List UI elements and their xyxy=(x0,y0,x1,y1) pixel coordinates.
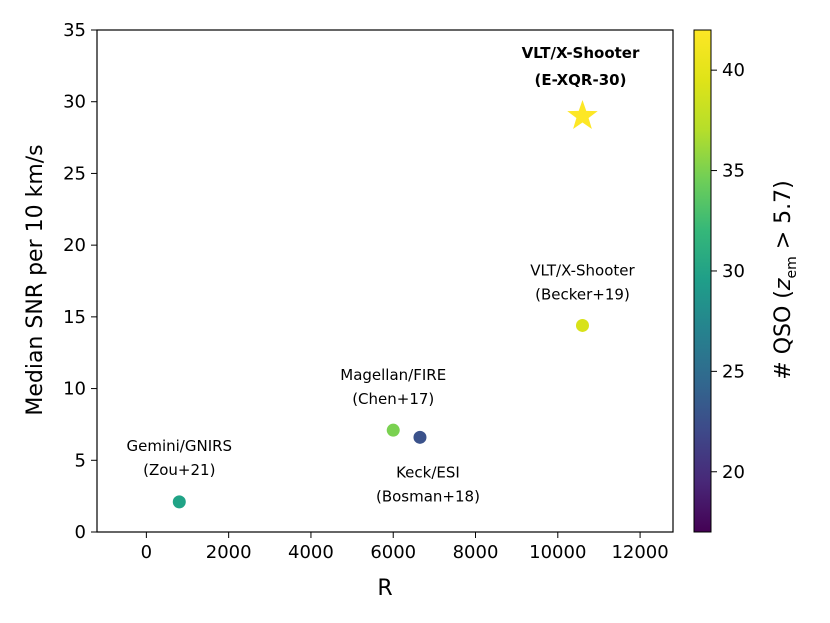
y-axis: 0 5 10 15 20 25 30 35 xyxy=(63,20,97,543)
data-point xyxy=(172,495,186,509)
colorbar-tick-label: 40 xyxy=(722,60,745,81)
y-tick-label: 0 xyxy=(75,522,86,543)
y-axis-label: Median SNR per 10 km/s xyxy=(23,144,48,415)
y-tick-label: 15 xyxy=(63,307,86,328)
y-tick-label: 35 xyxy=(63,20,86,41)
y-tick-label: 25 xyxy=(63,163,86,184)
data-markers xyxy=(172,100,598,509)
plot-area xyxy=(96,29,674,533)
colorbar-label: # QSO (zem > 5.7) xyxy=(771,180,800,379)
x-tick-label: 12000 xyxy=(611,542,668,563)
colorbar-gradient xyxy=(693,29,712,533)
data-point xyxy=(575,318,589,332)
annotation-reference: (E-XQR-30) xyxy=(535,71,627,89)
annotation-reference: (Zou+21) xyxy=(143,461,215,479)
x-tick-label: 10000 xyxy=(529,542,586,563)
y-tick-label: 30 xyxy=(63,92,86,113)
x-tick-label: 6000 xyxy=(370,542,416,563)
x-tick-label: 4000 xyxy=(288,542,334,563)
colorbar-tick-label: 30 xyxy=(722,261,745,282)
annotation-instrument: VLT/X-Shooter xyxy=(530,261,635,279)
annotation-reference: (Chen+17) xyxy=(352,390,434,408)
colorbar-tick-label: 35 xyxy=(722,161,745,182)
colorbar-tick-label: 20 xyxy=(722,462,745,483)
plot-frame xyxy=(96,29,674,533)
x-tick-label: 0 xyxy=(141,542,152,563)
x-axis-label: R xyxy=(377,576,392,601)
data-point xyxy=(386,423,400,437)
colorbar-ticks: 20 25 30 35 40 xyxy=(711,60,745,483)
annotation-instrument: Keck/ESI xyxy=(396,463,460,481)
x-axis: 0 2000 4000 6000 8000 10000 12000 xyxy=(141,532,669,563)
annotation-reference: (Bosman+18) xyxy=(376,487,480,505)
annotation-instrument: VLT/X-Shooter xyxy=(522,44,640,62)
data-point-star xyxy=(567,100,598,129)
x-tick-label: 8000 xyxy=(453,542,499,563)
annotation-instrument: Magellan/FIRE xyxy=(340,366,446,384)
data-point xyxy=(413,430,427,444)
y-tick-label: 10 xyxy=(63,379,86,400)
annotation-reference: (Becker+19) xyxy=(535,285,630,303)
colorbar-tick-label: 25 xyxy=(722,361,745,382)
annotation-instrument: Gemini/GNIRS xyxy=(126,437,232,455)
x-tick-label: 2000 xyxy=(206,542,252,563)
colorbar: 20 25 30 35 40 # QSO (zem > 5.7) xyxy=(693,29,800,533)
annotations: Gemini/GNIRS (Zou+21) Magellan/FIRE (Chen+1… xyxy=(126,44,639,505)
y-tick-label: 5 xyxy=(75,450,86,471)
y-tick-label: 20 xyxy=(63,235,86,256)
